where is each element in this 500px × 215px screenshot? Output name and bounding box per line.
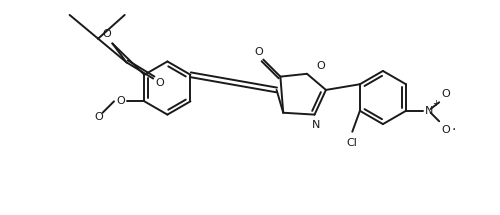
Text: O: O (316, 61, 324, 71)
Text: O: O (156, 78, 164, 88)
Text: O: O (94, 112, 103, 121)
Text: Cl: Cl (347, 138, 358, 148)
Text: O: O (254, 47, 263, 57)
Text: O: O (116, 96, 125, 106)
Text: O: O (102, 29, 111, 39)
Text: +: + (432, 99, 439, 108)
Text: O: O (442, 89, 450, 99)
Text: ·: · (451, 123, 456, 137)
Text: O: O (442, 125, 450, 135)
Text: N: N (424, 106, 433, 116)
Text: N: N (312, 120, 320, 130)
